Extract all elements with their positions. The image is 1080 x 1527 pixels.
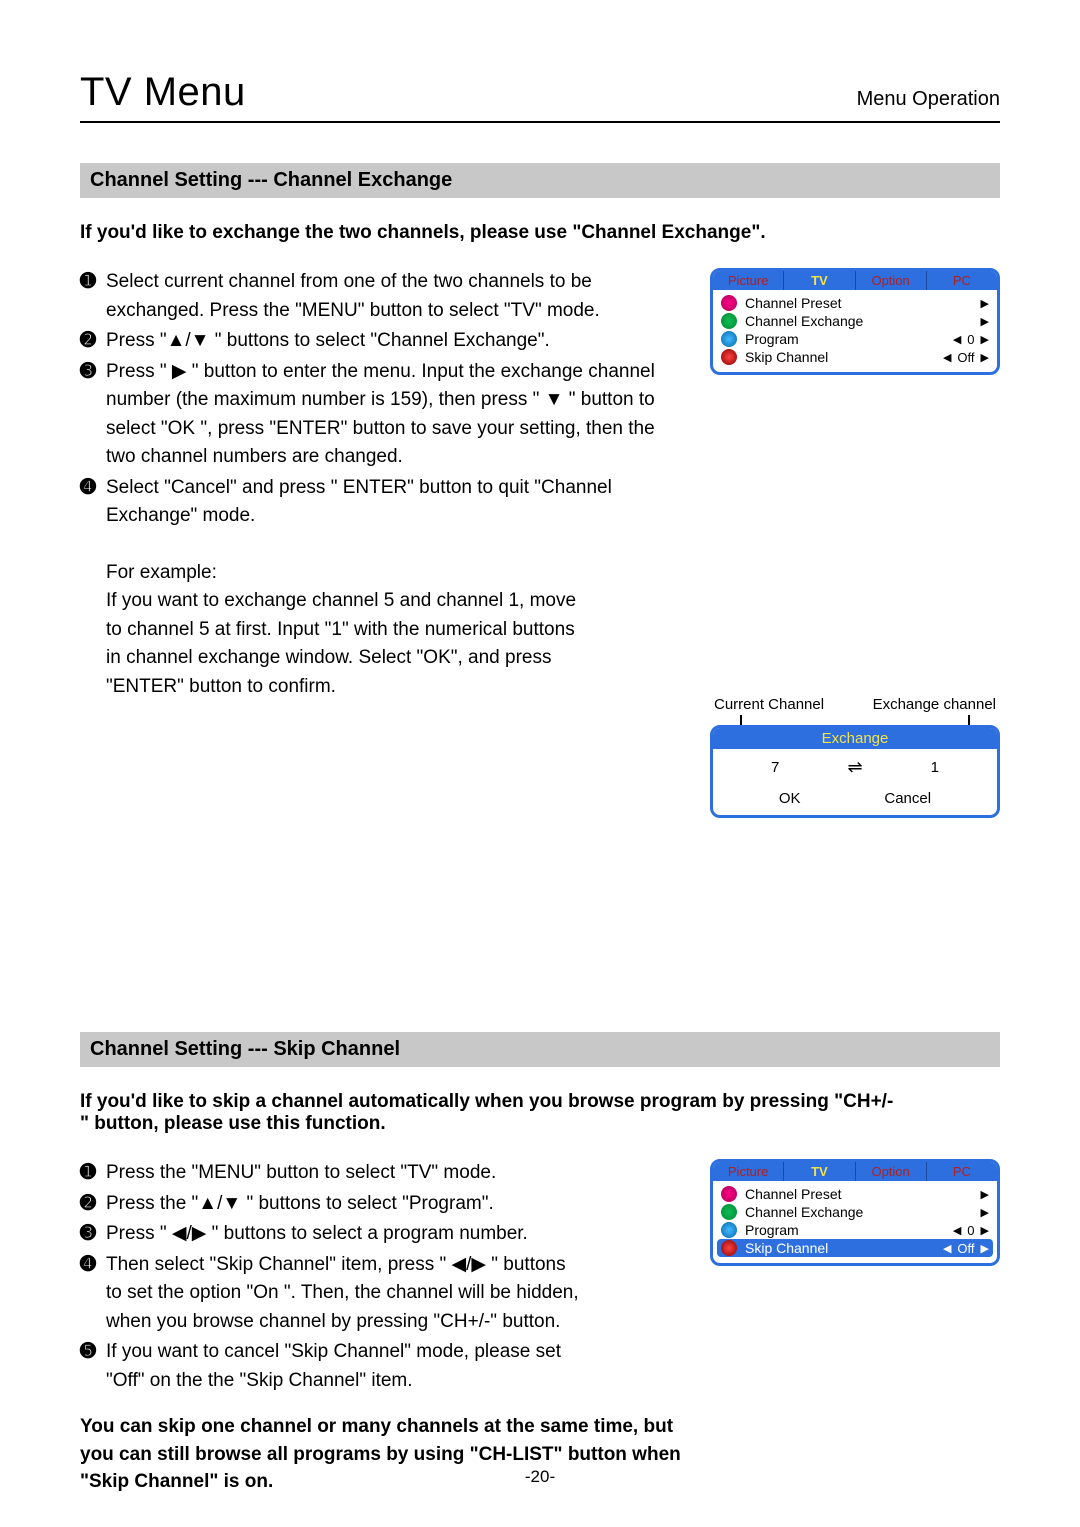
osd-row[interactable]: Channel Preset▶: [721, 294, 989, 312]
osd-row-label: Channel Exchange: [745, 1204, 981, 1220]
step-item: ➌Press " ◀/▶ " buttons to select a progr…: [80, 1220, 686, 1249]
step-text: Select "Cancel" and press " ENTER" butto…: [106, 474, 686, 531]
step-text: If you want to cancel "Skip Channel" mod…: [106, 1338, 586, 1395]
section-heading-skip-channel: Channel Setting --- Skip Channel: [80, 1032, 1000, 1067]
page-header: TV Menu Menu Operation: [80, 70, 1000, 123]
osd-tab[interactable]: TV: [784, 271, 855, 290]
osd-row-control[interactable]: ◀Off▶: [943, 1241, 989, 1256]
step-text: Press " ▶ " button to enter the menu. In…: [106, 358, 686, 472]
osd-row-icon: [721, 349, 737, 365]
page-number: -20-: [0, 1467, 1080, 1487]
section2-intro: If you'd like to skip a channel automati…: [80, 1091, 900, 1135]
osd-tab[interactable]: Option: [856, 1162, 927, 1181]
osd-row-control[interactable]: ◀Off▶: [943, 350, 989, 365]
osd-menu-2: PictureTVOptionPC Channel Preset▶Channel…: [710, 1159, 1000, 1266]
step-number: ➌: [80, 358, 106, 472]
example-text: If you want to exchange channel 5 and ch…: [106, 587, 586, 701]
step-text: Press " ◀/▶ " buttons to select a progra…: [106, 1220, 586, 1249]
step-number: ➊: [80, 1159, 106, 1188]
osd-row-icon: [721, 295, 737, 311]
osd-row[interactable]: Program◀0▶: [721, 1221, 989, 1239]
step-number: ➎: [80, 1338, 106, 1395]
osd-row[interactable]: Channel Exchange▶: [721, 1203, 989, 1221]
osd-row-control[interactable]: ◀0▶: [953, 1223, 989, 1238]
step-text: Press the "MENU" button to select "TV" m…: [106, 1159, 586, 1188]
step-item: ➍Select "Cancel" and press " ENTER" butt…: [80, 474, 686, 531]
osd-row-control[interactable]: ◀0▶: [953, 332, 989, 347]
osd-row-label: Program: [745, 331, 953, 347]
osd-tab[interactable]: TV: [784, 1162, 855, 1181]
osd-row[interactable]: Skip Channel◀Off▶: [721, 348, 989, 366]
section2-steps: ➊Press the "MENU" button to select "TV" …: [80, 1159, 686, 1496]
step-number: ➌: [80, 1220, 106, 1249]
step-item: ➎If you want to cancel "Skip Channel" mo…: [80, 1338, 686, 1395]
step-number: ➋: [80, 1190, 106, 1219]
osd-row-icon: [721, 313, 737, 329]
exchange-dialog-wrap: Current Channel Exchange channel Exchang…: [710, 696, 1000, 986]
osd-row-control[interactable]: ▶: [981, 1206, 989, 1219]
osd-tab[interactable]: Picture: [713, 271, 784, 290]
step-item: ➍Then select "Skip Channel" item, press …: [80, 1251, 686, 1337]
osd-tab[interactable]: Option: [856, 271, 927, 290]
osd-row-control[interactable]: ▶: [981, 297, 989, 310]
osd-row-icon: [721, 1204, 737, 1220]
osd-row-label: Channel Preset: [745, 1186, 981, 1202]
osd-row[interactable]: Skip Channel◀Off▶: [717, 1239, 993, 1257]
step-number: ➋: [80, 327, 106, 356]
osd-row-icon: [721, 1186, 737, 1202]
osd-row-control[interactable]: ▶: [981, 1188, 989, 1201]
exchange-left-label: Current Channel: [714, 696, 824, 713]
section1-intro: If you'd like to exchange the two channe…: [80, 222, 1000, 244]
osd-row[interactable]: Program◀0▶: [721, 330, 989, 348]
osd-row-label: Channel Exchange: [745, 313, 981, 329]
exchange-right-label: Exchange channel: [873, 696, 996, 713]
section1-steps: ➊Select current channel from one of the …: [80, 268, 686, 986]
osd-row-label: Program: [745, 1222, 953, 1238]
step-item: ➊Select current channel from one of the …: [80, 268, 686, 325]
osd-tab[interactable]: Picture: [713, 1162, 784, 1181]
osd-row-label: Skip Channel: [745, 349, 943, 365]
osd-row-icon: [721, 1222, 737, 1238]
osd-row-icon: [721, 331, 737, 347]
osd-menu-1: PictureTVOptionPC Channel Preset▶Channel…: [710, 268, 1000, 375]
osd-row-label: Channel Preset: [745, 295, 981, 311]
step-item: ➌Press " ▶ " button to enter the menu. I…: [80, 358, 686, 472]
page-title: TV Menu: [80, 70, 246, 115]
exchange-title: Exchange: [713, 728, 997, 749]
step-item: ➋Press "▲/▼ " buttons to select "Channel…: [80, 327, 686, 356]
step-number: ➊: [80, 268, 106, 325]
step-item: ➋Press the "▲/▼ " buttons to select "Pro…: [80, 1190, 686, 1219]
step-text: Press "▲/▼ " buttons to select "Channel …: [106, 327, 686, 356]
section-heading-channel-exchange: Channel Setting --- Channel Exchange: [80, 163, 1000, 198]
osd-row-label: Skip Channel: [745, 1240, 943, 1256]
step-item: ➊Press the "MENU" button to select "TV" …: [80, 1159, 686, 1188]
osd-row-icon: [721, 1240, 737, 1256]
exchange-ok-button[interactable]: OK: [779, 790, 801, 807]
osd-tab[interactable]: PC: [927, 271, 997, 290]
osd-row-control[interactable]: ▶: [981, 315, 989, 328]
step-text: Then select "Skip Channel" item, press "…: [106, 1251, 586, 1337]
swap-icon: ⇌: [847, 757, 862, 778]
step-number: ➍: [80, 474, 106, 531]
step-text: Press the "▲/▼ " buttons to select "Prog…: [106, 1190, 586, 1219]
exchange-current-value: 7: [771, 759, 779, 776]
example-label: For example:: [106, 559, 686, 588]
osd-row[interactable]: Channel Preset▶: [721, 1185, 989, 1203]
exchange-cancel-button[interactable]: Cancel: [884, 790, 931, 807]
exchange-dialog: Exchange 7 ⇌ 1 OK Cancel: [710, 725, 1000, 818]
osd-row[interactable]: Channel Exchange▶: [721, 312, 989, 330]
step-number: ➍: [80, 1251, 106, 1337]
page-subtitle: Menu Operation: [857, 88, 1000, 111]
exchange-target-value: 1: [931, 759, 939, 776]
osd-tab[interactable]: PC: [927, 1162, 997, 1181]
step-text: Select current channel from one of the t…: [106, 268, 686, 325]
